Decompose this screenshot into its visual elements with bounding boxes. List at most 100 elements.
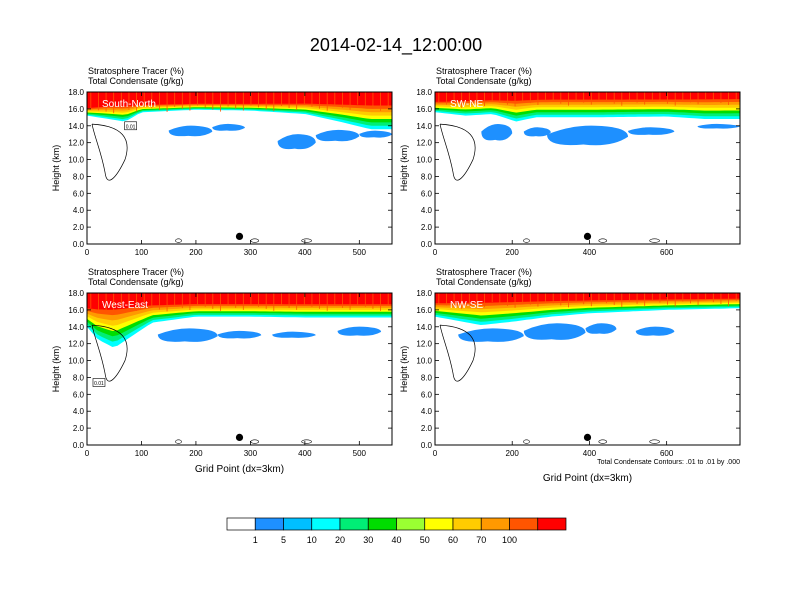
y-tick-label: 12.0: [68, 340, 84, 349]
surface-contour: [523, 439, 530, 444]
y-axis-label: Height (km): [399, 346, 409, 393]
panel-nw-se: NW-SE Stratosphere Tracer (%)Total Conden…: [399, 267, 741, 484]
y-tick-label: 4.0: [421, 206, 433, 215]
condensate-contour: [439, 324, 476, 382]
y-tick-label: 18.0: [416, 88, 432, 97]
colorbar-swatch: [367, 517, 397, 531]
colorbar-label: 10: [307, 535, 317, 545]
location-marker: [235, 433, 244, 441]
tracer-layer: [435, 92, 740, 102]
colorbar-swatch: [311, 517, 341, 531]
colorbar-label: 1: [253, 535, 258, 545]
y-tick-label: 4.0: [73, 206, 85, 215]
location-marker: [235, 232, 244, 240]
y-tick-label: 6.0: [421, 390, 433, 399]
colorbar-swatch: [339, 517, 369, 531]
plot-area: [435, 92, 740, 244]
x-tick-label: 500: [353, 449, 367, 458]
tracer-layer: [435, 293, 740, 304]
y-tick-label: 18.0: [68, 289, 84, 298]
x-tick-label: 200: [506, 449, 520, 458]
condensate-patch: [523, 127, 551, 137]
y-tick-label: 12.0: [416, 139, 432, 148]
y-tick-label: 14.0: [68, 122, 84, 131]
y-tick-label: 10.0: [68, 357, 84, 366]
x-tick-label: 0: [85, 248, 90, 257]
x-tick-label: 200: [189, 248, 203, 257]
plot-frame: [86, 91, 393, 245]
tracer-layer: [87, 293, 392, 310]
y-tick-label: 8.0: [73, 373, 85, 382]
x-tick-label: 0: [85, 449, 90, 458]
panel-label: NW-SE: [450, 300, 483, 311]
x-tick-label: 100: [135, 248, 149, 257]
y-tick-label: 2.0: [421, 223, 433, 232]
condensate-patch: [157, 328, 218, 342]
panel-subtitle-tracer: Stratosphere Tracer (%): [88, 66, 184, 76]
y-tick-label: 16.0: [68, 306, 84, 315]
panel-subtitle-tracer: Stratosphere Tracer (%): [436, 267, 532, 277]
condensate-contour: [91, 324, 128, 382]
x-tick-label: 100: [135, 449, 149, 458]
contour-label-text: 0.01: [126, 124, 136, 130]
colorbar-label: 100: [502, 535, 517, 545]
surface-contour: [598, 439, 608, 444]
x-tick-label: 400: [583, 248, 597, 257]
colorbar-label: 30: [363, 535, 373, 545]
condensate-patch: [217, 330, 262, 339]
colorbar-label: 5: [281, 535, 286, 545]
location-marker: [583, 232, 592, 240]
condensate-patch: [523, 323, 586, 340]
colorbar-label: 40: [391, 535, 401, 545]
panel-label: South-North: [102, 99, 156, 110]
x-axis-label: Grid Point (dx=3km): [195, 464, 284, 475]
y-axis-label: Height (km): [51, 346, 61, 393]
surface-contour: [301, 439, 312, 444]
y-tick-label: 10.0: [416, 357, 432, 366]
y-tick-label: 18.0: [68, 88, 84, 97]
colorbar-swatch: [226, 517, 256, 531]
condensate-contour: [439, 123, 476, 181]
panel-label: SW-NE: [450, 99, 483, 110]
plot-area: 0.01: [87, 293, 392, 445]
x-tick-label: 200: [189, 449, 203, 458]
x-tick-label: 600: [660, 248, 674, 257]
surface-contour: [175, 238, 182, 243]
panel-label: West-East: [102, 300, 148, 311]
y-tick-label: 0.0: [421, 240, 433, 249]
plot-area: 0.01: [87, 92, 392, 244]
x-axis-label: Grid Point (dx=3km): [543, 473, 632, 484]
panel-subtitle-condensate: Total Condensate (g/kg): [436, 76, 532, 86]
contour-label: 0.01: [92, 378, 106, 387]
condensate-patch: [697, 123, 740, 129]
y-tick-label: 10.0: [68, 156, 84, 165]
plot-area: [435, 293, 740, 445]
panel-sw-ne: SW-NE Stratosphere Tracer (%)Total Conden…: [399, 66, 741, 257]
x-tick-label: 400: [298, 449, 312, 458]
surface-contour: [175, 439, 182, 444]
plot-frame: [434, 292, 741, 446]
condensate-patch: [458, 328, 524, 342]
condensate-contour: [91, 123, 128, 181]
colorbar-label: 70: [476, 535, 486, 545]
y-tick-label: 6.0: [73, 390, 85, 399]
y-tick-label: 8.0: [421, 373, 433, 382]
y-tick-label: 8.0: [73, 172, 85, 181]
colorbar: 1 5 10 20 30 40 50 60 70 100: [226, 517, 567, 545]
colorbar-swatch: [254, 517, 284, 531]
figure-title: 2014-02-14_12:00:00: [310, 35, 482, 56]
surface-contour: [598, 238, 608, 243]
y-tick-label: 4.0: [73, 407, 85, 416]
colorbar-swatch: [537, 517, 567, 531]
panel-subtitle-condensate: Total Condensate (g/kg): [436, 277, 532, 287]
y-tick-label: 16.0: [416, 105, 432, 114]
panel-west-east: 0.01 West-East Stratosphere Tracer (%)Tota…: [51, 267, 393, 475]
contour-label: 0.01: [124, 121, 137, 130]
x-tick-label: 400: [583, 449, 597, 458]
y-tick-label: 6.0: [421, 189, 433, 198]
location-marker: [583, 433, 592, 441]
x-tick-label: 0: [433, 449, 438, 458]
y-tick-label: 14.0: [416, 323, 432, 332]
